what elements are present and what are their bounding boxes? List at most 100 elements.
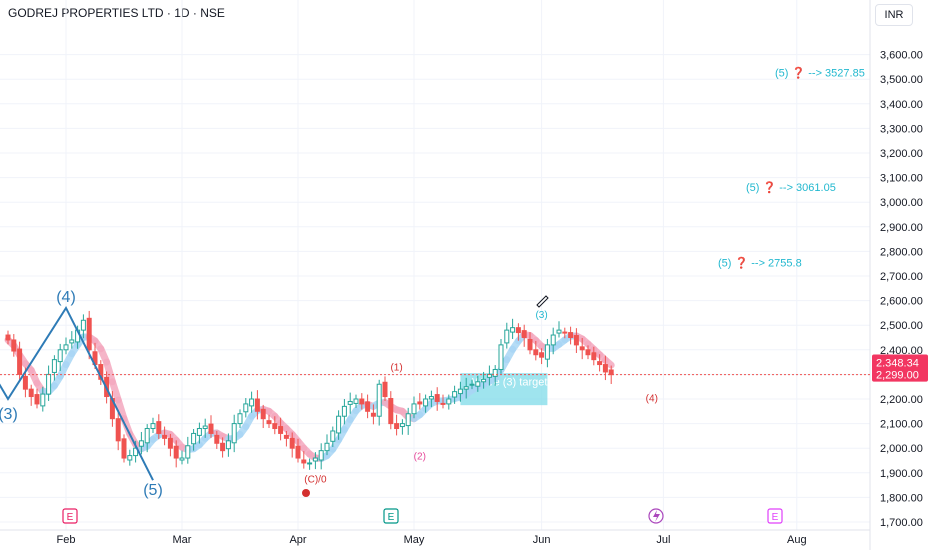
candle-body [86,317,92,351]
candle-body [515,327,521,334]
candle-body [260,408,266,420]
y-tick-label: 3,400.00 [880,99,923,111]
candle-body [399,423,405,428]
candle-body [585,349,591,356]
candle-body [138,440,144,447]
candle-body [533,349,539,356]
x-tick-label: Jul [656,534,670,546]
candle-body [562,331,568,334]
y-tick-label: 3,200.00 [880,148,923,160]
candle-body [156,421,162,434]
candle-body [579,346,585,351]
candle-body [405,413,411,427]
candle-body [249,398,255,407]
candle-body [150,423,156,430]
chart-title: GODREJ PROPERTIES LTD · 1D · NSE [8,6,225,20]
candle-body [365,401,371,412]
candle-body [318,450,324,461]
y-tick-label: 3,300.00 [880,123,923,135]
candle-body [208,423,214,434]
candle-body [289,437,295,449]
candle-body [324,442,330,452]
y-tick-label: 2,400.00 [880,345,923,357]
candle-body [423,398,429,407]
candle-body [498,344,504,370]
elliott-wave-line [0,305,154,481]
ma-ribbon-segment [601,356,615,369]
y-tick-label: 1,800.00 [880,492,923,504]
candle-body [382,381,388,398]
rocket-icon [536,295,549,308]
currency-selector[interactable]: INR [875,4,913,26]
candle-body [504,329,510,344]
candle-body [11,339,17,352]
candle-body [347,400,353,405]
candle-body [411,403,417,415]
wave-label: (3) [0,406,18,423]
candle-body [457,388,463,395]
wave-label: (2) [414,451,426,462]
candle-body [312,457,318,462]
target-annotation: (5) ❓ --> 3527.85 [775,66,865,79]
candle-body [173,445,179,459]
candle-body [475,381,481,387]
y-tick-label: 2,900.00 [880,222,923,234]
x-tick-label: Apr [289,534,306,546]
candle-body [417,401,423,405]
candle-body [254,398,260,412]
candle-body [191,432,197,445]
earnings-marker [62,508,78,524]
candle-body [608,369,614,376]
candle-body [376,383,382,417]
candle-body [510,327,516,333]
y-tick-label: 3,600.00 [880,50,923,62]
y-tick-label: 1,900.00 [880,468,923,480]
y-tick-label: 2,100.00 [880,419,923,431]
x-tick-label: Mar [173,534,192,546]
candle-body [121,438,127,459]
candle-body [231,423,237,444]
flame-icon [302,489,310,497]
candle-body [196,428,202,436]
y-tick-label: 2,000.00 [880,443,923,455]
earnings-marker-label: E [388,512,395,523]
candle-body [167,437,173,449]
earnings-marker-label: E [67,512,74,523]
last-price-badge [872,366,928,382]
x-tick-label: Aug [787,534,807,546]
prev-price-badge [872,354,928,370]
candle-body [591,352,597,361]
y-tick-label: 1,700.00 [880,517,923,529]
candle-body [452,391,458,398]
y-tick-label: 3,500.00 [880,74,923,86]
candle-body [17,348,23,375]
candle-body [370,412,376,417]
y-tick-label: 2,600.00 [880,296,923,308]
candle-body [185,445,191,459]
candle-body [307,462,313,465]
x-tick-label: Jun [533,534,551,546]
candle-body [22,375,28,390]
candle-body [28,388,34,398]
candle-body [597,361,603,366]
candle-body [266,420,272,425]
candle-body [602,364,608,373]
candle-body [428,396,434,400]
candle-body [539,352,545,358]
candle-body [301,459,307,464]
candle-body [469,383,475,386]
candle-body [463,386,469,390]
candle-body [568,332,574,338]
candle-body [544,344,550,360]
wave-label: (3) [535,310,547,321]
y-tick-label: 2,800.00 [880,246,923,258]
candle-body [69,339,75,344]
target-annotation: (5) ❓ --> 2755.8 [718,256,802,269]
candle-body [51,359,57,373]
x-tick-label: May [404,534,425,546]
candle-body [550,334,556,346]
candle-body [144,428,150,444]
wave-label: (4) [56,289,76,306]
candle-body [179,457,185,461]
